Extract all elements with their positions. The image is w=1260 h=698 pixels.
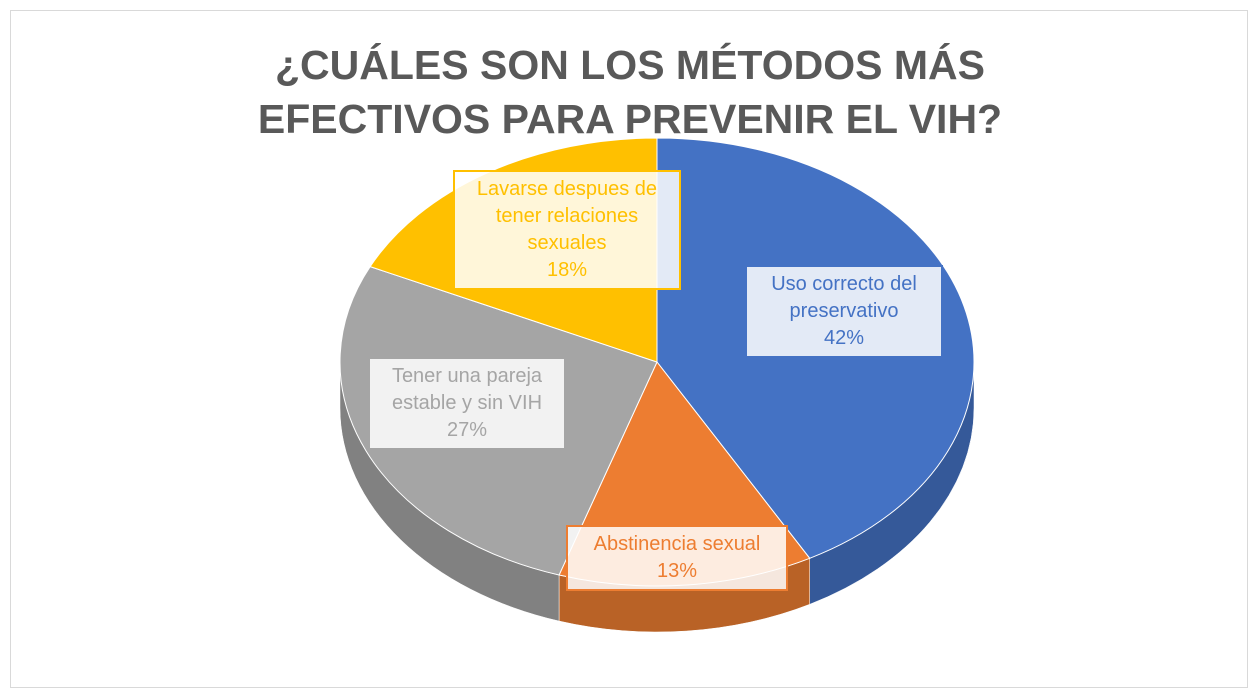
data-label: Tener una pareja estable y sin VIH 27% xyxy=(368,357,566,450)
value-label: 18% xyxy=(546,259,588,281)
value-label: 13% xyxy=(656,560,698,582)
chart-frame xyxy=(10,10,1248,688)
value-label: 42% xyxy=(823,327,865,349)
data-label: Lavarse despues de tener relaciones sexu… xyxy=(453,170,681,290)
data-label: Uso correcto del preservativo 42% xyxy=(745,265,943,358)
category-label: Uso correcto del preservativo xyxy=(771,273,917,322)
chart-title: ¿CUÁLES SON LOS MÉTODOS MÁS EFECTIVOS PA… xyxy=(257,42,1003,142)
category-label: Lavarse despues de tener relaciones sexu… xyxy=(476,178,658,254)
value-label: 27% xyxy=(446,419,488,441)
category-label: Abstinencia sexual xyxy=(593,533,761,555)
data-label: Abstinencia sexual 13% xyxy=(566,525,788,591)
category-label: Tener una pareja estable y sin VIH xyxy=(391,365,543,414)
